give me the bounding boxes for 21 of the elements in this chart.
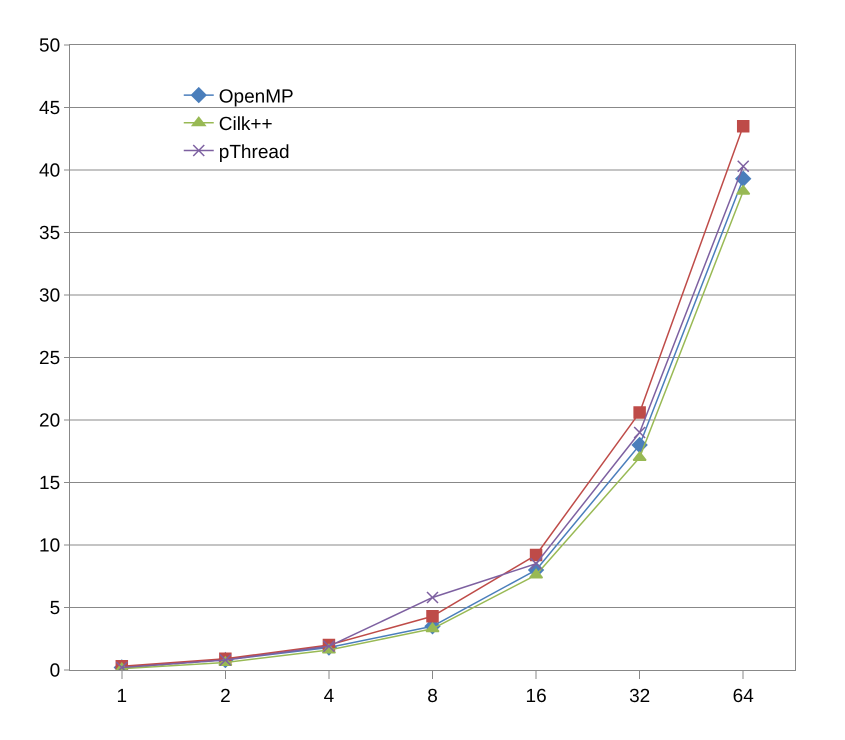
- legend-label: pThread: [218, 142, 290, 163]
- legend-label: Cilk++: [218, 114, 273, 136]
- y-tick-label: 50: [39, 36, 60, 57]
- y-tick-label: 15: [39, 473, 60, 494]
- x-tick-label: 2: [220, 686, 231, 707]
- x-tick-label: 1: [116, 686, 128, 707]
- legend-label: OpenMP: [218, 86, 294, 108]
- x-tick-label: 4: [324, 686, 335, 707]
- y-tick-label: 20: [39, 410, 60, 432]
- y-tick-label: 40: [39, 160, 60, 182]
- x-tick-label: 32: [629, 686, 650, 707]
- y-tick-label: 0: [50, 660, 60, 682]
- y-tick-label: 35: [39, 223, 60, 244]
- y-tick-label: 30: [39, 286, 60, 307]
- x-tick-label: 16: [526, 686, 547, 707]
- y-tick-label: 45: [39, 98, 60, 120]
- y-tick-label: 25: [39, 348, 60, 370]
- y-tick-label: 10: [39, 536, 60, 557]
- x-tick-label: 8: [427, 686, 438, 707]
- x-tick-label: 64: [732, 686, 754, 707]
- y-tick-label: 5: [50, 598, 60, 620]
